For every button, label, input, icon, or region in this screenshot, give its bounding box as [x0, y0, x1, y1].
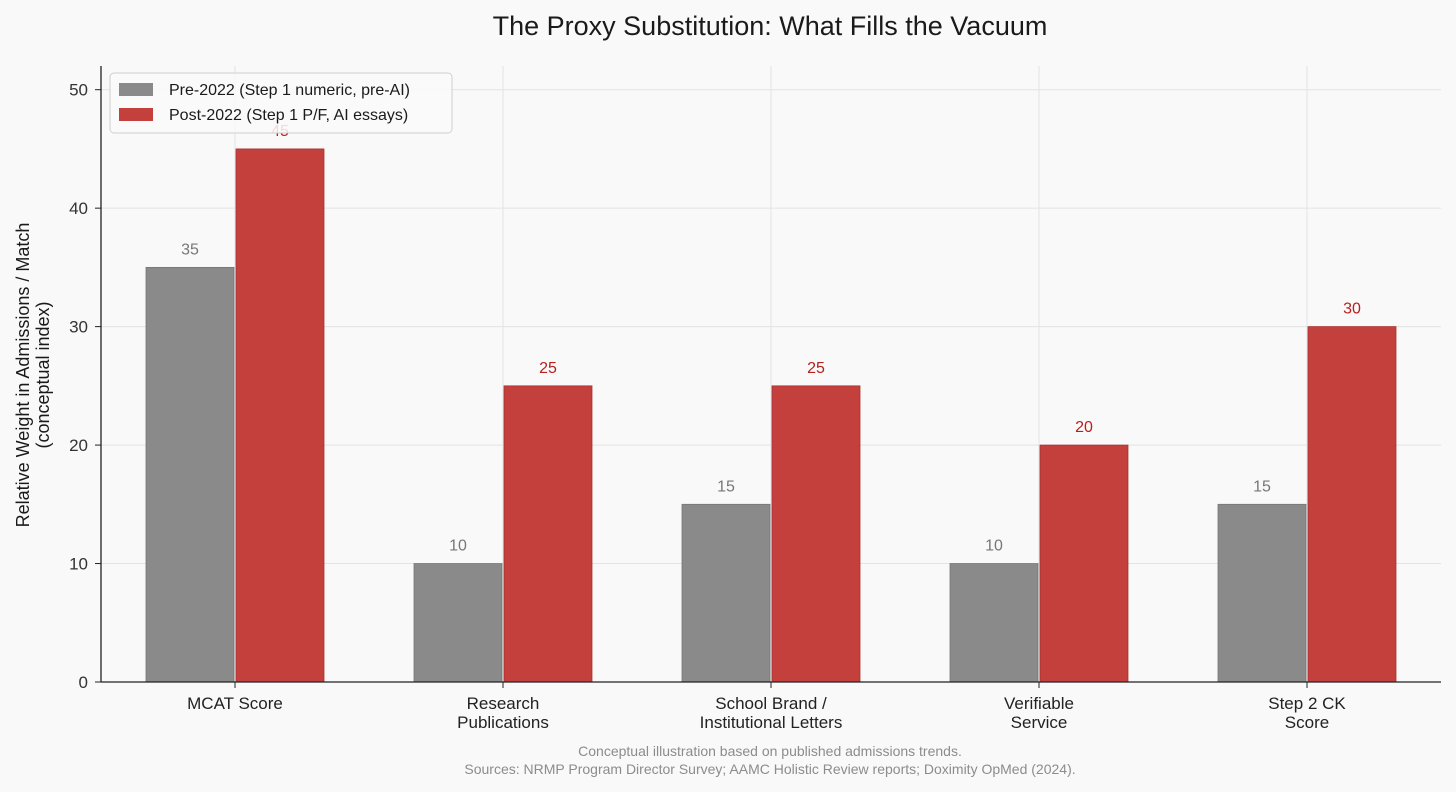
- bar-value-label: 30: [1343, 301, 1361, 318]
- bars: [145, 148, 1397, 683]
- legend: Pre-2022 (Step 1 numeric, pre-AI) Post-20…: [109, 72, 453, 134]
- y-tick-label: 50: [69, 81, 88, 100]
- bar-value-label: 35: [181, 241, 199, 258]
- y-tick-label: 10: [69, 555, 88, 574]
- bar-series2: [503, 385, 593, 683]
- bar-value-label: 25: [807, 360, 825, 377]
- data-labels: 35101510154525252030: [181, 123, 1361, 555]
- bar-series2: [771, 385, 861, 683]
- axes: 0 10 20 30 40 50 MCAT Score ResearchPublication…: [69, 66, 1441, 732]
- bar-value-label: 15: [717, 478, 735, 495]
- bar-series1: [145, 266, 235, 683]
- bar-value-label: 20: [1075, 419, 1093, 436]
- footnote: Conceptual illustration based on publish…: [464, 743, 1075, 777]
- x-tick-label: Score: [1285, 713, 1329, 732]
- bar-series2: [235, 148, 325, 683]
- bar-value-label: 10: [985, 538, 1003, 555]
- legend-label: Pre-2022 (Step 1 numeric, pre-AI): [169, 82, 410, 99]
- legend-swatch: [119, 108, 153, 121]
- x-tick-label: Verifiable: [1004, 694, 1074, 713]
- y-tick-label: 20: [69, 436, 88, 455]
- y-axis-title-line-2: (conceptual index): [33, 301, 53, 448]
- x-tick-label: Service: [1011, 713, 1068, 732]
- legend-label: Post-2022 (Step 1 P/F, AI essays): [169, 107, 408, 124]
- footnote-line-2: Sources: NRMP Program Director Survey; A…: [464, 761, 1075, 777]
- y-axis-title-line-1: Relative Weight in Admissions / Match: [13, 223, 33, 528]
- legend-box: [109, 72, 453, 134]
- bar-series1: [1217, 503, 1307, 683]
- x-tick-label: School Brand /: [715, 694, 827, 713]
- bar-series1: [681, 503, 771, 683]
- legend-swatch: [119, 83, 153, 96]
- bar-series1: [413, 563, 503, 683]
- footnote-line-1: Conceptual illustration based on publish…: [578, 743, 962, 759]
- bar-series2: [1307, 326, 1397, 683]
- y-tick-label: 40: [69, 199, 88, 218]
- x-tick-label: MCAT Score: [187, 694, 283, 713]
- chart-title: The Proxy Substitution: What Fills the V…: [493, 11, 1048, 41]
- x-tick-label: Step 2 CK: [1268, 694, 1346, 713]
- y-tick-label: 0: [79, 673, 88, 692]
- x-tick-label: Research: [467, 694, 540, 713]
- x-tick-label: Publications: [457, 713, 549, 732]
- bar-value-label: 25: [539, 360, 557, 377]
- bar-series2: [1039, 444, 1129, 683]
- bar-value-label: 15: [1253, 478, 1271, 495]
- y-axis-title: Relative Weight in Admissions / Match (c…: [13, 223, 53, 528]
- bar-value-label: 10: [449, 538, 467, 555]
- bar-series1: [949, 563, 1039, 683]
- x-tick-label: Institutional Letters: [700, 713, 843, 732]
- y-tick-label: 30: [69, 318, 88, 337]
